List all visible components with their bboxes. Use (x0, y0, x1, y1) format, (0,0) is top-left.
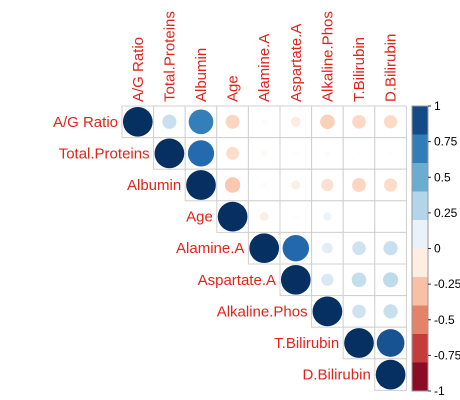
corr-circle-6-6 (312, 296, 343, 327)
legend-swatch (412, 362, 428, 392)
corr-circle-2-4 (261, 182, 267, 188)
corr-circle-0-0 (122, 106, 153, 137)
corr-circle-1-7 (357, 151, 361, 155)
row-label: Total.Proteins (59, 145, 150, 162)
corr-circle-0-3 (225, 114, 240, 129)
corr-circle-5-5 (280, 264, 311, 295)
row-label: Age (186, 209, 213, 226)
corr-circle-4-5 (282, 234, 310, 262)
legend-tick-label: 0.75 (434, 135, 458, 149)
corr-circle-3-7 (357, 215, 361, 219)
legend-swatch (412, 277, 428, 306)
legend-swatch (412, 220, 428, 249)
corr-circle-5-7 (351, 272, 367, 288)
legend-tick-label: 0.5 (434, 170, 451, 184)
corr-circle-8-8 (375, 359, 406, 390)
corr-circle-6-7 (352, 304, 366, 319)
corr-circle-1-4 (261, 150, 268, 157)
corr-circle-0-5 (290, 116, 301, 127)
legend-tick-label: -0.25 (434, 277, 460, 291)
corr-circle-7-7 (344, 328, 374, 358)
corr-circle-2-7 (352, 178, 366, 192)
row-label: T.Bilirubin (274, 335, 339, 352)
corr-circle-3-8 (389, 215, 393, 219)
corr-circle-4-7 (352, 241, 366, 256)
corr-circle-0-7 (352, 114, 366, 129)
corr-circle-0-4 (261, 119, 267, 125)
corr-circle-3-6 (323, 212, 332, 221)
corr-circle-6-8 (383, 304, 398, 319)
legend-tick-label: -0.5 (434, 313, 455, 327)
legend-swatch (412, 248, 428, 278)
corr-circle-4-8 (383, 241, 398, 256)
corr-circle-1-2 (187, 140, 215, 167)
corr-circle-4-4 (249, 233, 280, 264)
col-label: Albumin (193, 48, 210, 102)
corr-circle-0-2 (188, 109, 214, 135)
legend-tick-label: -1 (434, 384, 445, 398)
col-label: Alkaline.Phos (319, 11, 336, 102)
legend-swatch (412, 305, 428, 335)
grid-cell (374, 200, 407, 233)
row-label: Aspartate.A (198, 272, 276, 289)
corr-circle-2-6 (321, 178, 334, 192)
row-label: Albumin (127, 177, 181, 194)
corr-circle-1-1 (154, 138, 185, 169)
corr-circle-2-2 (186, 170, 216, 200)
col-label: D.Bilirubin (383, 34, 400, 102)
corr-circle-1-5 (293, 151, 298, 156)
legend-swatch (412, 334, 428, 363)
col-label: Total.Proteins (161, 11, 178, 102)
grid-cell (342, 105, 376, 139)
row-label: A/G Ratio (53, 114, 118, 131)
legend-swatch (412, 191, 428, 221)
corr-circle-3-5 (293, 214, 298, 219)
row-label: Alkaline.Phos (217, 303, 308, 320)
row-label: D.Bilirubin (302, 367, 370, 384)
legend-tick-label: 0.25 (434, 206, 458, 220)
corr-circle-4-6 (322, 242, 333, 254)
corr-circle-1-6 (324, 150, 330, 156)
col-label: A/G Ratio (130, 37, 147, 102)
corr-circle-7-8 (376, 329, 405, 357)
corr-circle-3-3 (217, 201, 248, 232)
grid-cell (374, 263, 407, 297)
row-label: Alamine.A (176, 240, 244, 257)
legend-swatch (412, 163, 428, 192)
corr-circle-0-6 (320, 114, 335, 130)
legend-tick-label: 1 (434, 99, 441, 113)
col-label: Alamine.A (256, 34, 273, 102)
col-label: T.Bilirubin (351, 37, 368, 102)
corr-circle-5-6 (321, 273, 334, 286)
corr-circle-0-1 (162, 114, 177, 129)
legend-swatch (412, 134, 428, 164)
legend-tick-label: -0.75 (434, 348, 460, 362)
corr-circle-2-8 (383, 178, 398, 192)
col-label: Aspartate.A (288, 24, 305, 102)
corr-circle-3-4 (259, 212, 269, 222)
corr-circle-2-5 (291, 180, 301, 190)
grid-cell (311, 168, 344, 202)
legend-swatch (412, 106, 428, 135)
corr-circle-0-8 (383, 115, 398, 129)
corr-circle-2-3 (224, 177, 241, 193)
corr-circle-1-8 (389, 151, 393, 155)
legend-tick-label: 0 (434, 242, 441, 256)
corr-circle-1-3 (226, 146, 240, 160)
col-label: Age (225, 75, 242, 102)
corr-circle-5-8 (383, 272, 399, 288)
grid-cell (279, 137, 313, 170)
